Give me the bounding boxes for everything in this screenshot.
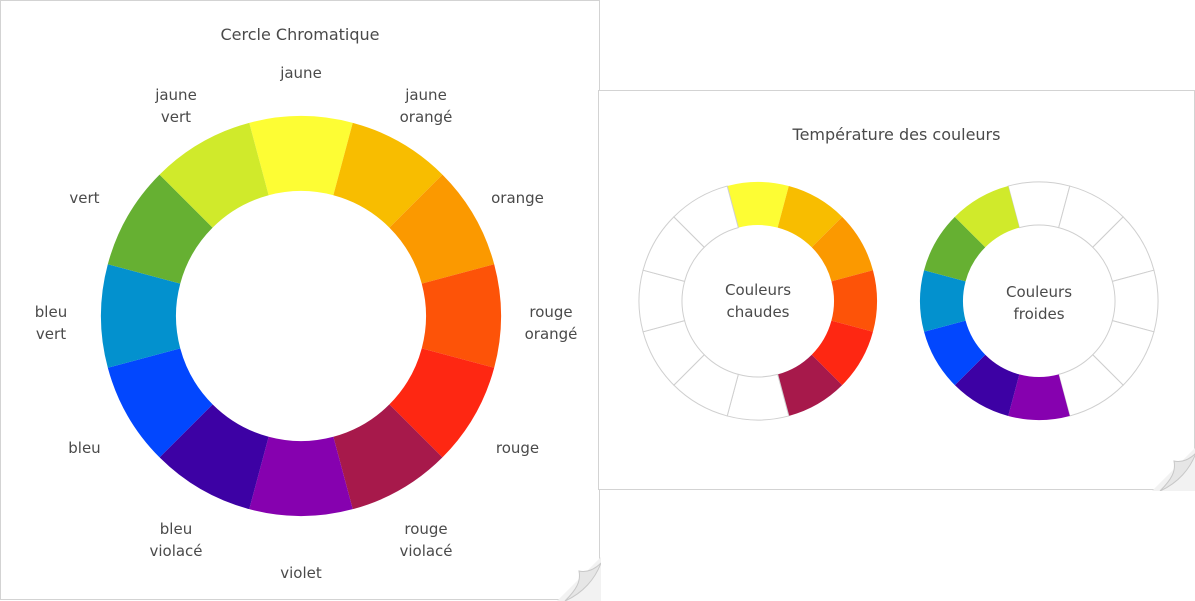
warm-wheel-segment-yellow-orange [777, 186, 843, 248]
color-wheel-segment-green [107, 174, 213, 284]
color-label-red-orange: rouge orangé [524, 303, 578, 343]
color-wheel-title: Cercle Chromatique [220, 25, 380, 44]
cool-colors-label: Couleurs froides [1005, 283, 1073, 323]
color-label-blue: bleu [68, 439, 101, 457]
color-wheel [101, 116, 501, 516]
warm-wheel-segment-yellow [727, 182, 789, 228]
color-wheel-segment-blue-violet [159, 404, 269, 510]
cool-wheel-segment-blue-green [920, 270, 966, 332]
cool-wheel-segment-yellow-green [954, 186, 1020, 248]
color-label-blue-green: bleu vert [34, 303, 68, 343]
color-wheel-segment-red [389, 348, 495, 458]
color-label-blue-violet: bleu violacé [149, 519, 203, 560]
color-label-yellow-green: jaune vert [155, 86, 197, 127]
color-label-red-violet: rouge violacé [399, 519, 453, 560]
color-wheel-segment-red-orange [421, 264, 501, 368]
warm-wheel-segment-red-violet [777, 354, 843, 416]
color-label-yellow-orange: jaune orangé [399, 86, 453, 127]
page-curl-icon [1152, 448, 1195, 491]
cool-wheel-segment-blue [924, 320, 986, 386]
color-wheel-segment-blue-green [101, 264, 181, 368]
color-wheel-segment-orange [389, 174, 495, 284]
color-temperature-title: Température des couleurs [792, 125, 1001, 144]
color-label-red: rouge [495, 439, 540, 457]
color-wheel-segment-yellow [249, 116, 353, 196]
color-temperature-card: Température des couleurs Couleurs chaude… [598, 90, 1195, 491]
color-wheel-segment-yellow-orange [333, 122, 443, 228]
warm-wheel-segment-red-orange [831, 270, 877, 332]
warm-colors-label: Couleurs chaudes [724, 281, 792, 321]
color-label-orange: orange [491, 189, 544, 207]
color-wheel-segment-blue [107, 348, 213, 458]
page-curl-icon [557, 557, 601, 601]
color-label-violet: violet [280, 564, 322, 582]
color-wheel-segment-red-violet [333, 404, 443, 510]
color-wheel-segment-violet [249, 436, 353, 516]
color-label-yellow: jaune [280, 64, 322, 82]
color-wheel-segment-yellow-green [159, 122, 269, 228]
warm-wheel-segment-orange [811, 216, 873, 282]
cool-wheel-segment-green [924, 216, 986, 282]
warm-wheel-segment-red [811, 320, 873, 386]
cool-wheel-segment-blue-violet [954, 354, 1020, 416]
cool-colors-wheel [920, 181, 1159, 420]
warm-wheel-segment-yellow-green [673, 185, 739, 248]
cool-wheel-segment-violet [1008, 374, 1070, 420]
warm-colors-wheel [638, 182, 877, 421]
color-label-green: vert [69, 189, 100, 207]
color-wheel-card: Cercle Chromatique jaune jaune orangé orang… [0, 0, 601, 601]
